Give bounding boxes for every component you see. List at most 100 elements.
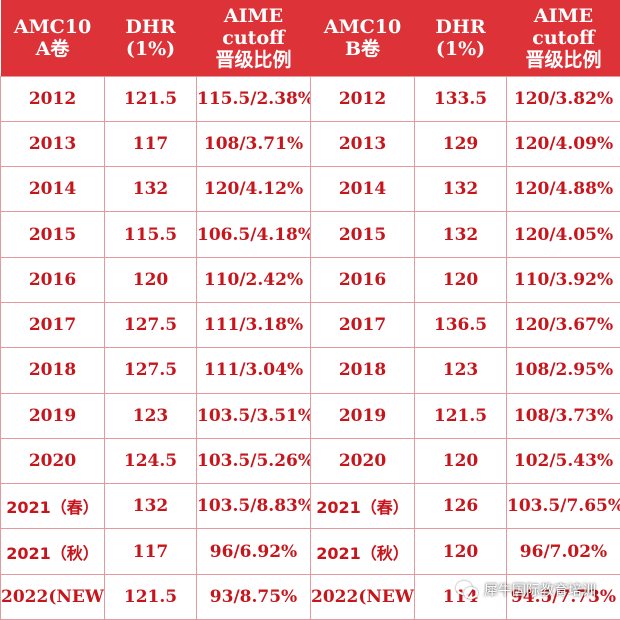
a-cutoff-cell: 115.5/2.38% <box>197 76 311 121</box>
a-cutoff-cell: 103.5/8.83% <box>197 484 311 529</box>
a-year-cell: 2015 <box>1 212 105 257</box>
table-row: 2020 124.5 103.5/5.26% 2020 120 102/5.43… <box>1 438 620 483</box>
b-year-cell: 2021（春） <box>311 484 415 529</box>
b-year-cell: 2016 <box>311 257 415 302</box>
header-b-exam-line1: AMC10 <box>311 16 415 38</box>
b-dhr-cell: 114 <box>415 574 507 619</box>
b-cutoff-cell: 102/5.43% <box>507 438 620 483</box>
b-year-cell: 2020 <box>311 438 415 483</box>
b-cutoff-cell: 120/4.88% <box>507 167 620 212</box>
table-row: 2013 117 108/3.71% 2013 129 120/4.09% <box>1 121 620 166</box>
b-year-cell: 2021（秋） <box>311 529 415 574</box>
header-a-exam-line1: AMC10 <box>1 16 105 38</box>
b-cutoff-cell: 120/4.05% <box>507 212 620 257</box>
a-cutoff-cell: 103.5/5.26% <box>197 438 311 483</box>
b-year-cell: 2014 <box>311 167 415 212</box>
header-b-cutoff-line1: AIME cutoff <box>507 5 620 49</box>
a-dhr-cell: 117 <box>105 529 197 574</box>
b-cutoff-cell: 120/3.67% <box>507 302 620 347</box>
header-b-dhr: DHR (1%) <box>415 0 507 76</box>
a-year-cell: 2016 <box>1 257 105 302</box>
a-dhr-cell: 132 <box>105 484 197 529</box>
header-a-cutoff: AIME cutoff 晋级比例 <box>197 0 311 76</box>
header-a-dhr-line1: DHR <box>105 16 197 38</box>
a-dhr-cell: 123 <box>105 393 197 438</box>
header-a-cutoff-line2: 晋级比例 <box>197 49 311 71</box>
b-dhr-cell: 121.5 <box>415 393 507 438</box>
a-year-cell: 2021（春） <box>1 484 105 529</box>
b-year-cell: 2018 <box>311 348 415 393</box>
table-row: 2022(NEW) 121.5 93/8.75% 2022(NEW) 114 9… <box>1 574 620 619</box>
a-dhr-cell: 127.5 <box>105 302 197 347</box>
header-row: AMC10 A卷 DHR (1%) AIME cutoff 晋级比例 AMC10… <box>1 0 620 76</box>
a-dhr-cell: 124.5 <box>105 438 197 483</box>
b-cutoff-cell: 110/3.92% <box>507 257 620 302</box>
header-a-exam-line2: A卷 <box>1 38 105 60</box>
a-cutoff-cell: 106.5/4.18% <box>197 212 311 257</box>
b-year-cell: 2013 <box>311 121 415 166</box>
a-dhr-cell: 127.5 <box>105 348 197 393</box>
a-year-cell: 2017 <box>1 302 105 347</box>
a-cutoff-cell: 103.5/3.51% <box>197 393 311 438</box>
b-year-cell: 2015 <box>311 212 415 257</box>
table-row: 2021（春） 132 103.5/8.83% 2021（春） 126 103.… <box>1 484 620 529</box>
a-year-cell: 2012 <box>1 76 105 121</box>
header-a-cutoff-line1: AIME cutoff <box>197 5 311 49</box>
b-dhr-cell: 132 <box>415 212 507 257</box>
table-row: 2012 121.5 115.5/2.38% 2012 133.5 120/3.… <box>1 76 620 121</box>
header-b-cutoff: AIME cutoff 晋级比例 <box>507 0 620 76</box>
b-dhr-cell: 136.5 <box>415 302 507 347</box>
header-a-dhr: DHR (1%) <box>105 0 197 76</box>
table-row: 2019 123 103.5/3.51% 2019 121.5 108/3.73… <box>1 393 620 438</box>
a-dhr-cell: 120 <box>105 257 197 302</box>
header-b-dhr-line1: DHR <box>415 16 507 38</box>
table-row: 2018 127.5 111/3.04% 2018 123 108/2.95% <box>1 348 620 393</box>
b-dhr-cell: 120 <box>415 257 507 302</box>
b-cutoff-cell: 120/4.09% <box>507 121 620 166</box>
b-year-cell: 2017 <box>311 302 415 347</box>
a-cutoff-cell: 110/2.42% <box>197 257 311 302</box>
a-year-cell: 2014 <box>1 167 105 212</box>
b-dhr-cell: 120 <box>415 529 507 574</box>
a-cutoff-cell: 120/4.12% <box>197 167 311 212</box>
a-cutoff-cell: 111/3.04% <box>197 348 311 393</box>
a-year-cell: 2018 <box>1 348 105 393</box>
b-cutoff-cell: 96/7.02% <box>507 529 620 574</box>
table-row: 2015 115.5 106.5/4.18% 2015 132 120/4.05… <box>1 212 620 257</box>
a-year-cell: 2022(NEW) <box>1 574 105 619</box>
header-b-exam-line2: B卷 <box>311 38 415 60</box>
a-dhr-cell: 117 <box>105 121 197 166</box>
b-dhr-cell: 129 <box>415 121 507 166</box>
a-year-cell: 2013 <box>1 121 105 166</box>
b-dhr-cell: 123 <box>415 348 507 393</box>
a-dhr-cell: 132 <box>105 167 197 212</box>
header-a-dhr-line2: (1%) <box>105 38 197 60</box>
b-year-cell: 2022(NEW) <box>311 574 415 619</box>
table-row: 2017 127.5 111/3.18% 2017 136.5 120/3.67… <box>1 302 620 347</box>
table-row: 2021（秋） 117 96/6.92% 2021（秋） 120 96/7.02… <box>1 529 620 574</box>
header-b-dhr-line2: (1%) <box>415 38 507 60</box>
b-dhr-cell: 120 <box>415 438 507 483</box>
a-cutoff-cell: 108/3.71% <box>197 121 311 166</box>
a-dhr-cell: 121.5 <box>105 76 197 121</box>
b-dhr-cell: 132 <box>415 167 507 212</box>
header-b-cutoff-line2: 晋级比例 <box>507 49 620 71</box>
a-year-cell: 2020 <box>1 438 105 483</box>
b-cutoff-cell: 120/3.82% <box>507 76 620 121</box>
header-b-exam: AMC10 B卷 <box>311 0 415 76</box>
b-dhr-cell: 126 <box>415 484 507 529</box>
b-cutoff-cell: 103.5/7.65% <box>507 484 620 529</box>
b-cutoff-cell: 94.5/7.73% <box>507 574 620 619</box>
table-row: 2014 132 120/4.12% 2014 132 120/4.88% <box>1 167 620 212</box>
b-year-cell: 2019 <box>311 393 415 438</box>
b-dhr-cell: 133.5 <box>415 76 507 121</box>
b-year-cell: 2012 <box>311 76 415 121</box>
a-dhr-cell: 121.5 <box>105 574 197 619</box>
a-cutoff-cell: 96/6.92% <box>197 529 311 574</box>
a-cutoff-cell: 93/8.75% <box>197 574 311 619</box>
b-cutoff-cell: 108/3.73% <box>507 393 620 438</box>
a-year-cell: 2021（秋） <box>1 529 105 574</box>
b-cutoff-cell: 108/2.95% <box>507 348 620 393</box>
header-a-exam: AMC10 A卷 <box>1 0 105 76</box>
